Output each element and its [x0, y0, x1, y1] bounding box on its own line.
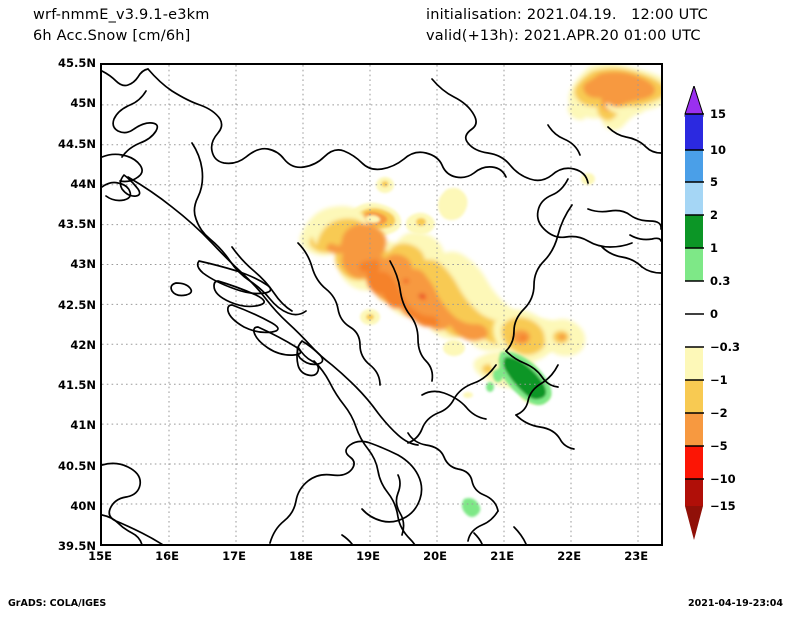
figure-header: wrf-nmmE_v3.9.1-e3km 6h Acc.Snow [cm/6h]…	[0, 0, 800, 56]
colorbar-ticks	[685, 113, 704, 480]
longitude-tick-label: 19E	[356, 549, 381, 563]
initialisation-label: initialisation: 2021.04.19. 12:00 UTC	[426, 7, 709, 23]
latitude-tick-label: 43.5N	[58, 217, 96, 231]
colorbar-tick-label: −10	[710, 472, 736, 486]
colorbar-tick-label: 2	[710, 208, 719, 222]
colorbar	[684, 86, 704, 540]
latitude-tick-label: 40N	[70, 498, 96, 513]
latitude-tick-label: 45.5N	[58, 56, 96, 70]
longitude-tick-label: 18E	[289, 549, 313, 563]
longitude-tick-label: 21E	[490, 549, 515, 563]
latitude-axis: 45.5N 45N 44.5N 44N 43.5N 43N 42.5N 42N 41.5N 41N…	[18, 56, 96, 553]
colorbar-tick-label: −0.3	[710, 340, 741, 354]
latitude-tick-label: 39.5N	[58, 539, 96, 553]
grads-credit-label: GrADS: COLA/IGES	[8, 598, 107, 609]
latitude-tick-label: 41.5N	[58, 378, 96, 392]
latitude-tick-label: 43N	[70, 257, 96, 272]
colorbar-tick-label: 1	[710, 241, 719, 255]
colorbar-bands-final	[684, 86, 704, 506]
latitude-tick-label: 44N	[70, 176, 96, 191]
colorbar-tick-label: 0	[710, 307, 719, 321]
longitude-tick-label: 15E	[88, 549, 112, 563]
longitude-tick-label: 23E	[624, 549, 649, 563]
colorbar-tick-label: 10	[710, 143, 727, 157]
map-coastlines-borders	[102, 68, 661, 544]
colorbar-tick-label: 0.3	[710, 274, 731, 288]
colorbar-tick-label: −15	[710, 499, 736, 513]
colorbar-labels: 15 10 5 2 1 0.3 0 −0.3 −1 −2 −5 −10 −15	[710, 60, 790, 540]
model-name-label: wrf-nmmE_v3.9.1-e3km	[33, 7, 210, 23]
latitude-tick-label: 45N	[70, 96, 96, 111]
snow-contour-field	[298, 65, 661, 517]
latitude-tick-label: 42N	[70, 337, 96, 352]
colorbar-tick-label: 15	[710, 107, 727, 121]
latitude-tick-label: 42.5N	[58, 297, 96, 312]
colorbar-canvas	[684, 86, 704, 506]
colorbar-tick-label: 5	[710, 175, 719, 189]
colorbar-tick-label: −5	[710, 439, 728, 453]
map-canvas	[102, 65, 661, 544]
map-gridlines	[102, 65, 661, 544]
colorbar-bottom-arrow	[685, 506, 703, 540]
latitude-tick-label: 40.5N	[58, 458, 96, 473]
generation-timestamp-label: 2021-04-19-23:04	[688, 598, 783, 609]
latitude-tick-label: 44.5N	[58, 136, 96, 151]
longitude-tick-label: 16E	[155, 549, 179, 563]
field-name-label: 6h Acc.Snow [cm/6h]	[33, 28, 191, 44]
latitude-tick-label: 41N	[70, 418, 96, 433]
map-plot-area	[100, 63, 663, 546]
colorbar-tick-label: −2	[710, 406, 728, 420]
longitude-tick-label: 22E	[557, 549, 582, 563]
valid-time-label: valid(+13h): 2021.APR.20 01:00 UTC	[426, 28, 701, 44]
longitude-tick-label: 20E	[423, 549, 448, 563]
colorbar-tick-label: −1	[710, 373, 728, 387]
longitude-tick-label: 17E	[222, 549, 246, 563]
longitude-axis: 15E 16E 17E 18E 19E 20E 21E 22E 23E	[88, 549, 663, 569]
